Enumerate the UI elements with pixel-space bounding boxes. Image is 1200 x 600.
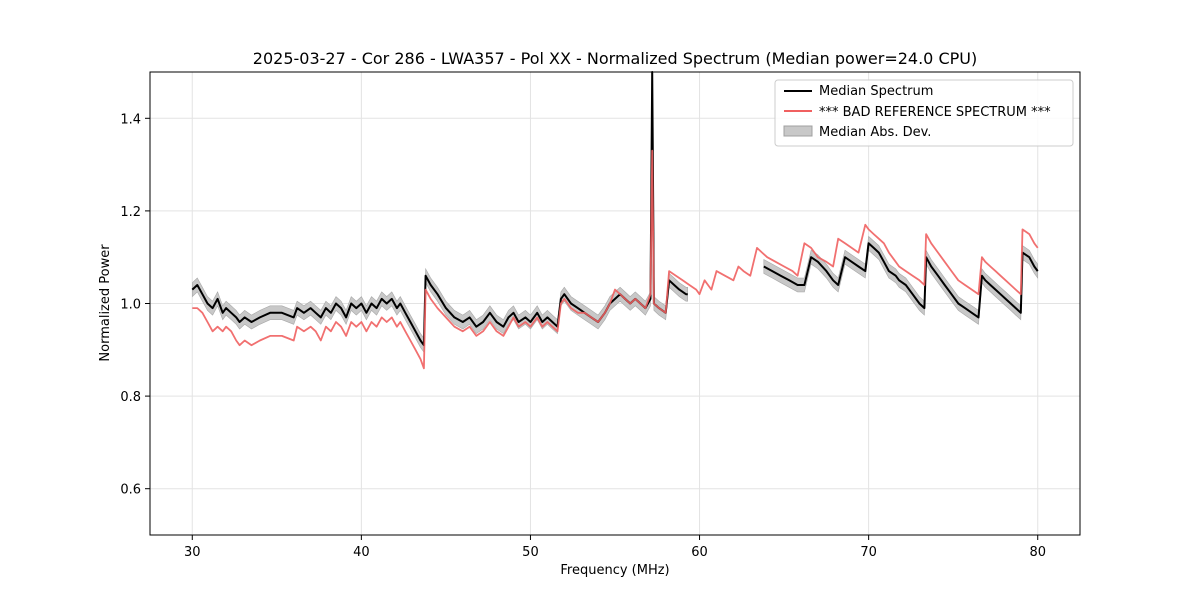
legend-box (774, 79, 1074, 147)
mad-band (192, 71, 689, 353)
x-tick-label: 80 (1029, 545, 1046, 560)
y-tick-label: 1.4 (120, 112, 141, 127)
legend-label-reference: *** BAD REFERENCE SPECTRUM *** (819, 105, 1051, 120)
x-tick-label: 60 (691, 545, 708, 560)
legend-label-median: Median Spectrum (819, 84, 933, 99)
legend-label-mad: Median Abs. Dev. (819, 125, 931, 140)
y-axis-ticks: 0.6 0.8 1.0 1.2 1.4 (120, 112, 150, 498)
chart-title: 2025-03-27 - Cor 286 - LWA357 - Pol XX -… (253, 49, 977, 68)
x-axis-label: Frequency (MHz) (560, 563, 669, 578)
x-tick-label: 70 (860, 545, 877, 560)
legend-swatch-mad (783, 125, 813, 137)
x-tick-label: 40 (353, 545, 370, 560)
x-tick-label: 50 (522, 545, 539, 560)
y-tick-label: 1.0 (120, 298, 141, 313)
median-spectrum-line (763, 242, 1039, 319)
x-tick-label: 30 (184, 545, 201, 560)
reference-spectrum-line (192, 149, 1039, 370)
x-axis-ticks: 30 40 50 60 70 80 (184, 535, 1046, 560)
y-tick-label: 1.2 (120, 205, 141, 220)
legend: Median Spectrum *** BAD REFERENCE SPECTR… (774, 79, 1074, 147)
series-lines (191, 71, 1039, 370)
y-tick-label: 0.8 (120, 390, 141, 405)
y-axis-label: Normalized Power (98, 244, 113, 362)
y-tick-label: 0.6 (120, 483, 141, 498)
